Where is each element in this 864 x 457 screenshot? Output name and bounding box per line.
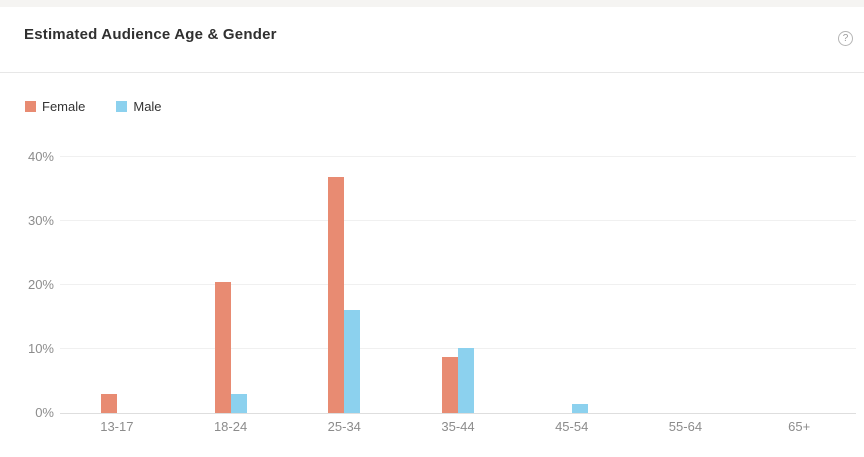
bar-group-18-24 <box>174 157 288 413</box>
help-icon[interactable]: ? <box>838 31 853 46</box>
bar-male-18-24[interactable] <box>230 394 247 413</box>
bar-female-18-24[interactable] <box>214 281 231 413</box>
x-tick-35-44: 35-44 <box>441 419 475 434</box>
x-tick-65+: 65+ <box>788 419 811 434</box>
male-legend-swatch <box>116 101 128 112</box>
bar-group-65+ <box>742 157 856 413</box>
bar-group-35-44 <box>401 157 515 413</box>
y-tick-40: 40% <box>27 149 54 164</box>
x-axis-labels: 13-17 18-24 25-34 35-44 45-54 55-64 65+ <box>60 419 856 437</box>
gridline-30 <box>60 220 856 221</box>
bar-female-25-34[interactable] <box>328 177 345 413</box>
bar-female-35-44[interactable] <box>441 357 458 413</box>
female-legend-label: Female <box>42 99 86 114</box>
bar-male-45-54[interactable] <box>571 404 588 413</box>
page-background-strip <box>0 0 864 7</box>
x-tick-45-54: 45-54 <box>555 419 589 434</box>
chart-legend: Female Male <box>25 99 193 114</box>
bar-male-25-34[interactable] <box>344 309 361 413</box>
y-tick-10: 10% <box>27 341 54 356</box>
bar-group-45-54 <box>515 157 629 413</box>
y-tick-0: 0% <box>35 405 54 420</box>
x-tick-13-17: 13-17 <box>100 419 134 434</box>
legend-item-male[interactable]: Male <box>116 99 162 114</box>
bar-group-13-17 <box>60 157 174 413</box>
bar-male-35-44[interactable] <box>457 347 474 413</box>
y-tick-30: 30% <box>27 213 54 228</box>
female-legend-swatch <box>25 101 36 112</box>
y-tick-20: 20% <box>27 277 54 292</box>
gridline-20 <box>60 284 856 285</box>
gridline-40 <box>60 156 856 157</box>
legend-item-female[interactable]: Female <box>25 99 85 114</box>
bar-group-55-64 <box>629 157 743 413</box>
gridline-0 <box>60 413 856 414</box>
bar-group-25-34 <box>287 157 401 413</box>
title-divider <box>0 72 864 73</box>
bar-chart-plot-area <box>60 156 856 414</box>
male-legend-label: Male <box>133 99 162 114</box>
card-title: Estimated Audience Age & Gender <box>24 26 277 43</box>
x-tick-25-34: 25-34 <box>327 419 361 434</box>
x-tick-18-24: 18-24 <box>213 419 248 434</box>
x-tick-55-64: 55-64 <box>668 419 703 434</box>
bar-female-13-17[interactable] <box>100 394 117 413</box>
